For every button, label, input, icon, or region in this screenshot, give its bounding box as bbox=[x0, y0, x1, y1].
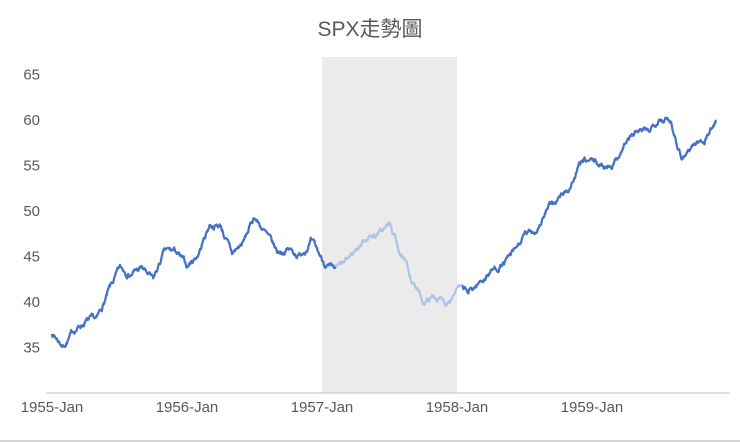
chart-title: SPX走勢圖 bbox=[317, 18, 423, 41]
y-axis-tick-label: 55 bbox=[23, 157, 40, 174]
spx-line-highlight bbox=[334, 220, 465, 308]
y-axis-tick-label: 50 bbox=[23, 203, 40, 220]
y-axis-tick-label: 45 bbox=[23, 248, 40, 265]
y-axis-tick-label: 65 bbox=[23, 66, 40, 83]
y-axis-tick-label: 35 bbox=[23, 339, 40, 356]
x-axis-tick-label: 1959-Jan bbox=[561, 399, 624, 416]
x-axis-tick-label: 1958-Jan bbox=[426, 399, 489, 416]
spx-line-pre bbox=[50, 217, 338, 349]
x-axis-tick-label: 1955-Jan bbox=[21, 399, 84, 416]
y-axis-tick-label: 60 bbox=[23, 112, 40, 129]
x-axis-tick-label: 1956-Jan bbox=[156, 399, 219, 416]
y-axis-tick-label: 40 bbox=[23, 294, 40, 311]
spx-line-post bbox=[461, 116, 717, 295]
x-axis-tick-label: 1957-Jan bbox=[291, 399, 354, 416]
